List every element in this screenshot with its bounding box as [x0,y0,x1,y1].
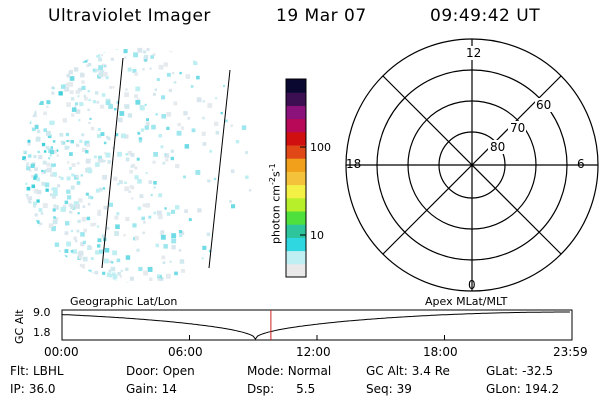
track-x-tick-0600: 06:00 [168,345,203,359]
mlt-label-18: 18 [346,157,362,171]
track-x-tick-0000: 00:00 [44,345,79,359]
colorbar-band [286,211,306,225]
colorbar-band [286,197,306,212]
mlat-label-70: 70 [510,121,526,135]
colorbar-band [286,263,306,278]
colorbar-band [286,131,306,146]
mlt-label-6: 6 [577,157,585,171]
colorbar-band [286,145,306,159]
colorbar [285,78,307,278]
status-dsp: Dsp: 5.5 [247,382,316,396]
instrument-title: Ultraviolet Imager [48,6,211,26]
status-gain: Gain: 14 [126,382,177,396]
polar-grid [345,38,599,292]
track-y-tick-1-8: 1.8 [33,326,51,339]
colorbar-band [286,79,306,93]
colorbar-tick-100: 100 [310,141,331,154]
colorbar-unit-label: photon cm-2s-1 [268,163,283,244]
colorbar-band [286,250,306,265]
status-glon: GLon: 194.2 [486,382,560,396]
colorbar-band [286,158,306,172]
mlt-label-12: 12 [466,46,482,60]
colorbar-band [286,171,306,186]
status-mode: Mode: Normal [247,364,332,378]
observation-date: 19 Mar 07 [276,6,367,26]
track-x-tick-1800: 18:00 [423,345,458,359]
observation-time: 09:49:42 UT [430,6,541,26]
track-y-axis-label: GC Alt [13,309,26,344]
track-x-tick-1200: 12:00 [296,345,331,359]
colorbar-band [286,184,306,199]
uv-earth-image [22,47,255,283]
mlt-label-0: 0 [468,278,476,292]
status-glat: GLat: -32.5 [486,364,554,378]
track-right-title: Apex MLat/MLT [425,295,508,308]
status-filter: Flt: LBHL [10,364,64,378]
track-x-tick-2359: 23:59 [553,345,588,359]
colorbar-band [286,92,306,106]
mlat-label-80: 80 [490,140,506,154]
track-y-tick-9: 9.0 [33,306,51,319]
colorbar-band [286,105,306,120]
status-door: Door: Open [126,364,195,378]
colorbar-band [286,237,306,252]
colorbar-band [286,224,306,238]
longitude-line-right [208,69,231,269]
colorbar-tick-10: 10 [310,229,324,242]
status-ip: IP: 36.0 [10,382,56,396]
track-left-title: Geographic Lat/Lon [70,295,178,308]
mlat-label-60: 60 [536,98,552,112]
orbit-track-plot [61,309,573,341]
colorbar-band [286,118,306,133]
status-gc-alt: GC Alt: 3.4 Re [366,364,450,378]
longitude-line-left [101,57,124,269]
status-seq: Seq: 39 [366,382,412,396]
